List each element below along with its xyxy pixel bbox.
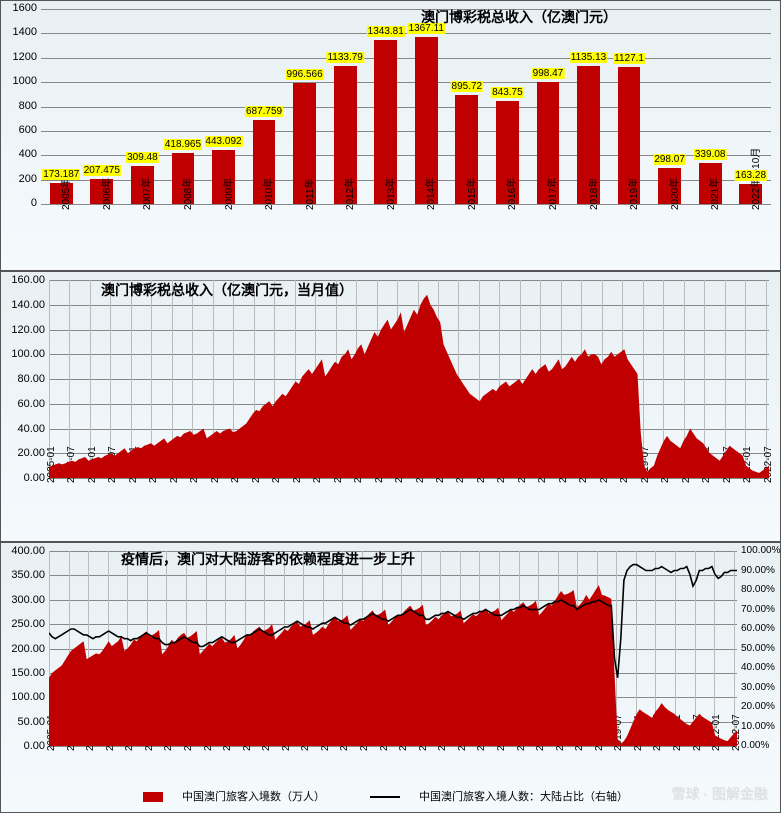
x-tick: 2009年 — [220, 178, 235, 210]
legend-area: 中国澳门旅客入境数（万人） — [182, 788, 325, 804]
chart3-plot: 0.0050.00100.00150.00200.00250.00300.003… — [49, 551, 737, 746]
annual-revenue-chart: 澳门博彩税总收入（亿澳门元） 0200400600800100012001400… — [0, 0, 781, 271]
x-tick: 2019年 — [625, 178, 640, 210]
x-tick: 2010年 — [260, 178, 275, 210]
data-label: 339.08 — [694, 149, 727, 160]
data-label: 843.75 — [491, 87, 524, 98]
chart3-svg — [49, 551, 737, 746]
chart3-title: 疫情后，澳门对大陆游客的依赖程度进一步上升 — [121, 549, 415, 569]
visitors-area — [49, 585, 737, 746]
data-label: 418.965 — [164, 139, 202, 150]
x-tick: 2014年 — [422, 178, 437, 210]
x-tick: 2006年 — [98, 178, 113, 210]
data-label: 207.475 — [83, 165, 121, 176]
chart1-title: 澳门博彩税总收入（亿澳门元） — [421, 7, 617, 27]
data-label: 687.759 — [245, 106, 283, 117]
x-tick: 2008年 — [179, 178, 194, 210]
x-tick: 2020年 — [666, 178, 681, 210]
data-label: 1127.1 — [613, 53, 645, 64]
data-label: 163.28 — [734, 170, 767, 181]
data-label: 443.092 — [204, 136, 242, 147]
visitors-chart: 疫情后，澳门对大陆游客的依赖程度进一步上升 0.0050.00100.00150… — [0, 542, 781, 813]
legend-line: 中国澳门旅客入境人数：大陆占比（右轴） — [419, 788, 628, 804]
data-label: 1343.81 — [367, 26, 405, 37]
data-label: 996.566 — [286, 69, 324, 80]
data-label: 1133.79 — [326, 52, 363, 63]
area-series — [49, 280, 769, 478]
x-tick: 2011年 — [301, 178, 316, 210]
data-label: 298.07 — [653, 154, 686, 165]
x-tick: 2012年 — [341, 178, 356, 210]
chart1-plot: 02004006008001000120014001600173.1872005… — [41, 9, 771, 204]
chart2-title: 澳门博彩税总收入（亿澳门元，当月值） — [101, 280, 353, 300]
data-label: 895.72 — [451, 81, 484, 92]
chart2-plot: 0.0020.0040.0060.0080.00100.00120.00140.… — [49, 280, 769, 478]
x-tick: 2007年 — [138, 178, 153, 210]
x-tick: 2018年 — [585, 178, 600, 210]
x-tick: 2005年 — [57, 178, 72, 210]
x-tick: 2017年 — [544, 178, 559, 210]
chart3-legend: 中国澳门旅客入境数（万人） 中国澳门旅客入境人数：大陆占比（右轴） — [49, 788, 737, 804]
monthly-revenue-chart: 澳门博彩税总收入（亿澳门元，当月值） 0.0020.0040.0060.0080… — [0, 271, 781, 542]
data-label: 1135.13 — [570, 52, 607, 63]
data-label: 309.48 — [126, 152, 159, 163]
data-label: 173.187 — [42, 169, 80, 180]
data-label: 998.47 — [532, 68, 565, 79]
x-tick: 2016年 — [503, 178, 518, 210]
x-tick: 2021年 — [706, 178, 721, 210]
x-tick: 2013年 — [382, 178, 397, 210]
watermark: 雪球 · 图解金融 — [672, 784, 768, 804]
x-tick: 2015年 — [463, 178, 478, 210]
